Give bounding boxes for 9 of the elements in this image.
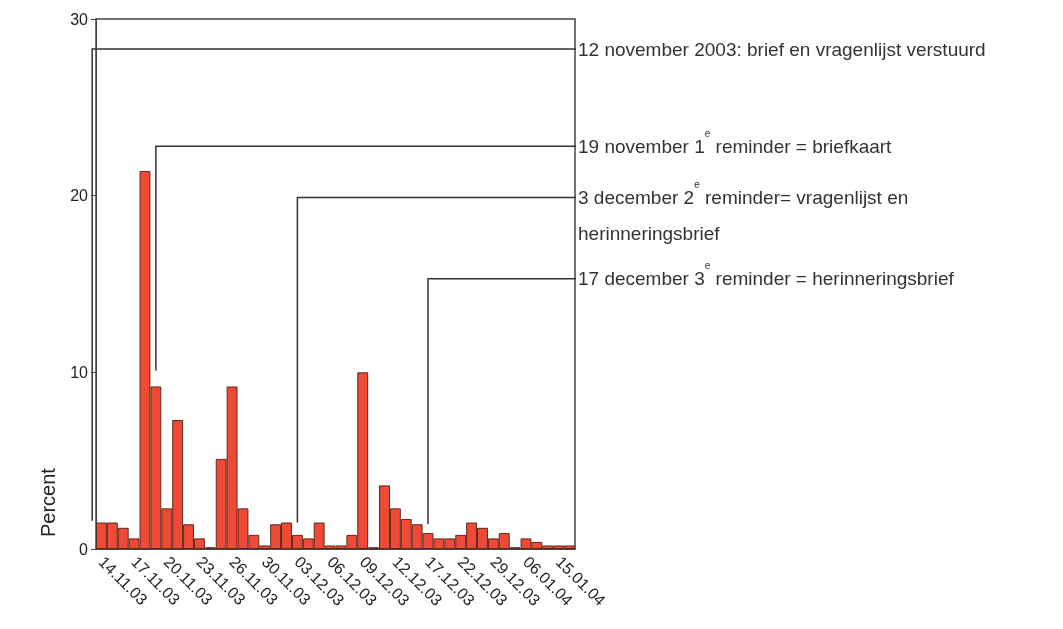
y-axis-title: Percent [37, 467, 59, 537]
text: 17 december 3e reminder = herinneringsbrief [578, 260, 955, 290]
text: 19 november 1e reminder = briefkaart [578, 127, 893, 157]
text: 12 november 2003: brief en vragenlijst verstuurd [578, 38, 986, 60]
y-tick-label: 10 [70, 363, 89, 381]
y-tick-label: 30 [70, 10, 89, 28]
y-tick-label: 0 [79, 540, 89, 558]
text: 3 december 2e reminder= vragenlijst en herinneringsbrief [578, 178, 909, 244]
y-tick-label: 20 [70, 187, 89, 205]
